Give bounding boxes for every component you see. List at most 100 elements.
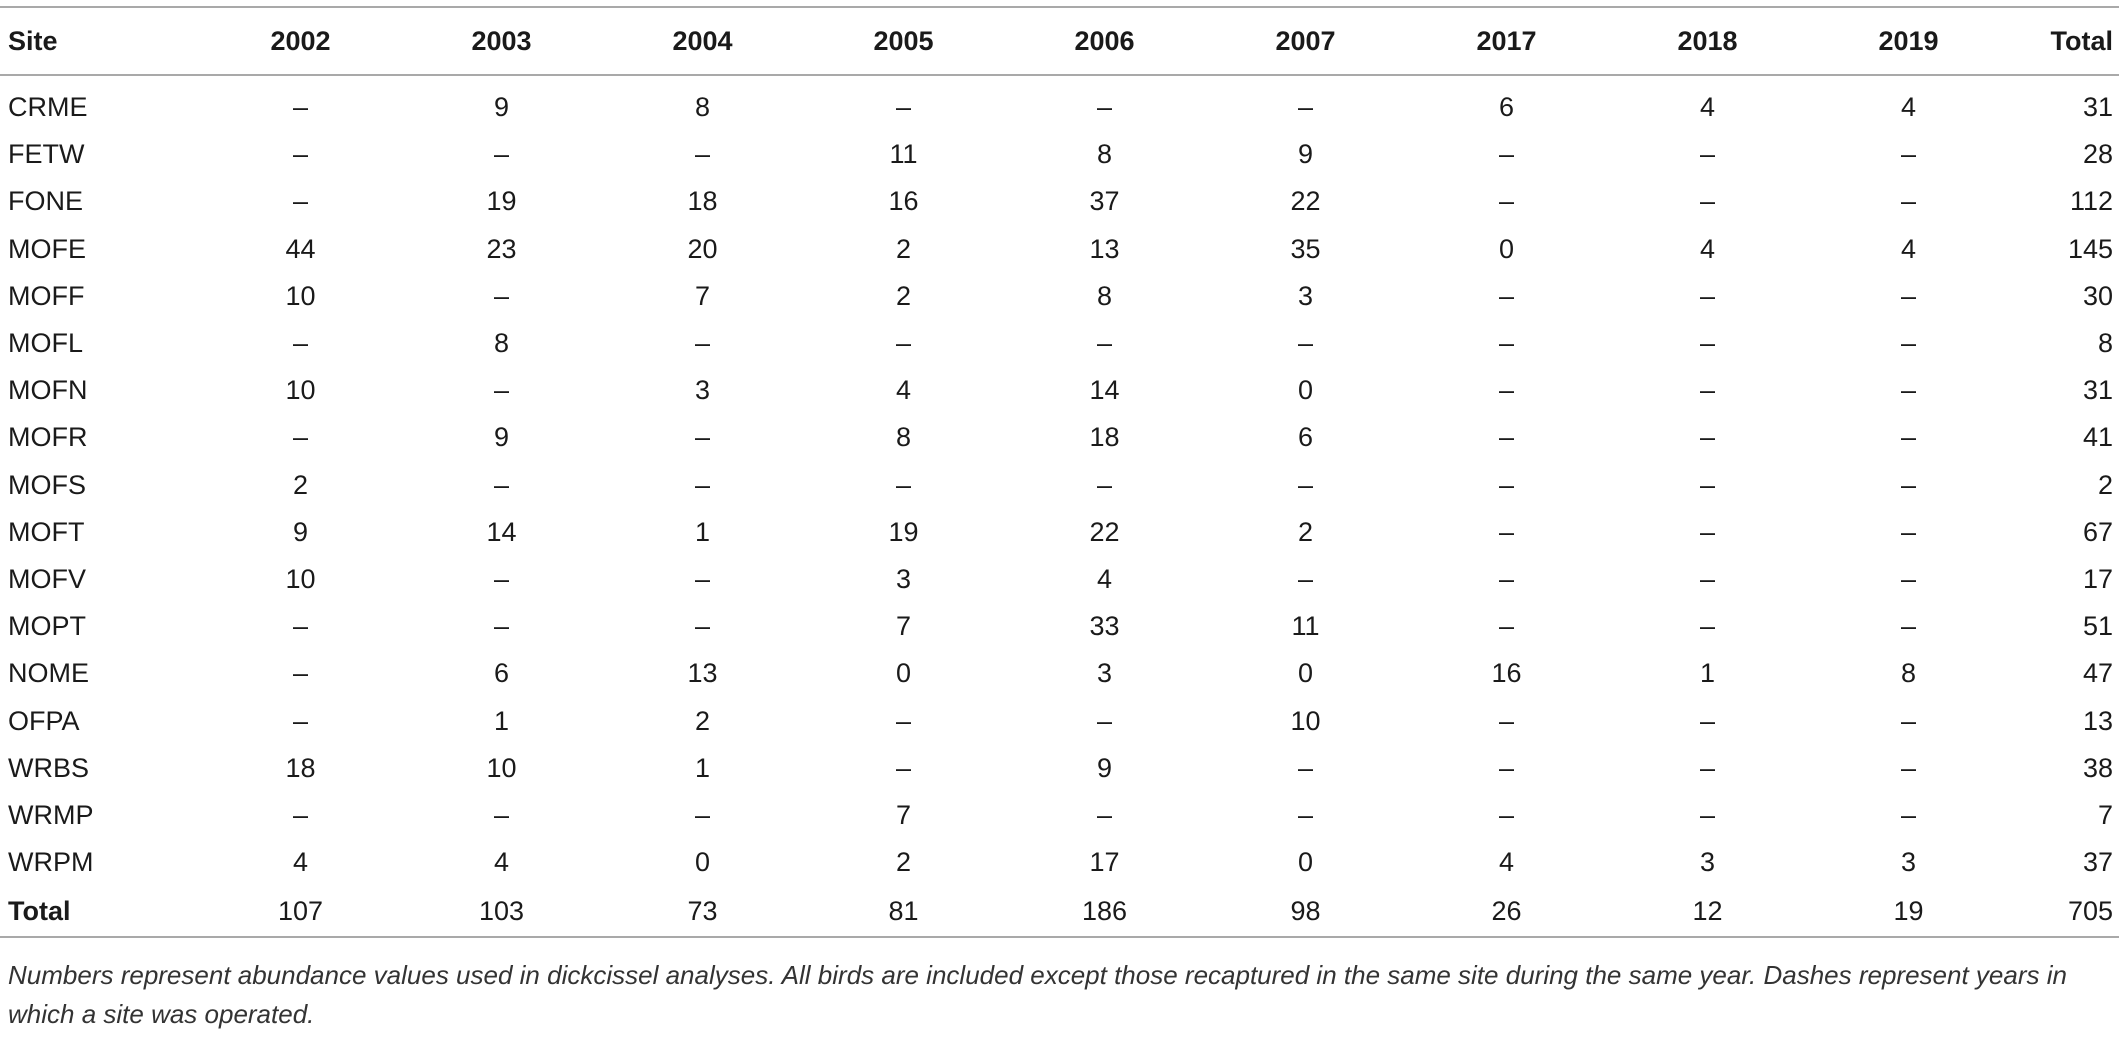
year-total-cell: 107 <box>200 886 401 939</box>
total-cell: 37 <box>2082 847 2113 878</box>
count-cell: – <box>895 92 912 123</box>
count-cell: 4 <box>1498 847 1515 878</box>
count-cell: – <box>1699 799 1716 830</box>
count-cell: – <box>694 563 711 594</box>
year-total-cell: 73 <box>602 886 803 939</box>
count-cell: – <box>292 611 309 642</box>
count-cell: 10 <box>285 280 316 311</box>
count-cell: – <box>1699 375 1716 406</box>
count-cell: 20 <box>687 233 718 264</box>
totals-row: Total 107 103 73 81 186 98 26 12 19 705 <box>0 886 2119 939</box>
count-cell: – <box>1900 469 1917 500</box>
count-cell: – <box>493 799 510 830</box>
count-cell: 16 <box>888 186 919 217</box>
count-cell: 7 <box>895 799 912 830</box>
count-cell: 3 <box>895 563 912 594</box>
site-cell: MOFL <box>8 328 84 359</box>
table-row: MOFL – 8 – – – – – – – 8 <box>0 320 2119 367</box>
count-cell: 2 <box>895 233 912 264</box>
site-cell: CRME <box>8 92 88 123</box>
count-cell: – <box>1297 563 1314 594</box>
count-cell: – <box>1699 563 1716 594</box>
count-cell: 4 <box>1900 233 1917 264</box>
count-cell: 19 <box>888 516 919 547</box>
total-cell: 67 <box>2082 516 2113 547</box>
count-cell: 4 <box>493 847 510 878</box>
table-row: WRMP – – – 7 – – – – – 7 <box>0 792 2119 839</box>
table-row: MOFS 2 – – – – – – – – 2 <box>0 462 2119 509</box>
count-cell: – <box>895 705 912 736</box>
count-cell: – <box>1699 186 1716 217</box>
site-cell: OFPA <box>8 705 80 736</box>
count-cell: – <box>1699 516 1716 547</box>
count-cell: 8 <box>895 422 912 453</box>
count-cell: – <box>1297 752 1314 783</box>
table-row: MOFV 10 – – 3 4 – – – – 17 <box>0 556 2119 603</box>
count-cell: 4 <box>1699 92 1716 123</box>
count-cell: 2 <box>292 469 309 500</box>
count-cell: – <box>1498 280 1515 311</box>
count-cell: – <box>292 422 309 453</box>
count-cell: 2 <box>1297 516 1314 547</box>
count-cell: – <box>1900 611 1917 642</box>
count-cell: – <box>1498 752 1515 783</box>
count-cell: – <box>292 186 309 217</box>
table-row: FONE – 19 18 16 37 22 – – – 112 <box>0 178 2119 225</box>
count-cell: – <box>493 139 510 170</box>
count-cell: – <box>292 658 309 689</box>
count-cell: 1 <box>1699 658 1716 689</box>
count-cell: 8 <box>493 328 510 359</box>
count-cell: 16 <box>1491 658 1522 689</box>
count-cell: 10 <box>285 563 316 594</box>
count-cell: – <box>1699 280 1716 311</box>
table-row: MOPT – – – 7 33 11 – – – 51 <box>0 603 2119 650</box>
site-cell: MOFE <box>8 233 86 264</box>
count-cell: 11 <box>1291 611 1320 642</box>
count-cell: – <box>292 139 309 170</box>
count-cell: 6 <box>493 658 510 689</box>
count-cell: 11 <box>889 139 918 170</box>
year-total-cell: 103 <box>401 886 602 939</box>
count-cell: – <box>895 328 912 359</box>
count-cell: – <box>493 563 510 594</box>
count-cell: 7 <box>895 611 912 642</box>
count-cell: – <box>1900 186 1917 217</box>
table-body: CRME –9 8– – –6 4 4 31 FETW – – –11 8 9– – –28 FONE –19 18… <box>0 75 2119 939</box>
count-cell: 9 <box>292 516 309 547</box>
count-cell: 4 <box>1699 233 1716 264</box>
column-header-year: 2019 <box>1808 6 2009 76</box>
table-footnote: Numbers represent abundance values used … <box>8 960 2067 1029</box>
column-header-total: Total <box>2009 6 2119 76</box>
count-cell: 2 <box>895 280 912 311</box>
column-header-site: Site <box>0 6 200 76</box>
table-row: NOME – 6 13 0 3 0 16 1 8 47 <box>0 650 2119 697</box>
column-header-year: 2006 <box>1004 6 1205 76</box>
count-cell: 10 <box>285 375 316 406</box>
count-cell: – <box>1096 705 1113 736</box>
count-cell: 35 <box>1290 233 1321 264</box>
site-cell: MOFV <box>8 563 86 594</box>
grand-total-cell: 705 <box>2009 886 2119 939</box>
count-cell: 10 <box>486 752 517 783</box>
count-cell: – <box>1900 375 1917 406</box>
table-row: WRBS 18 10 1 – 9 – – – – 38 <box>0 745 2119 792</box>
total-cell: 30 <box>2082 280 2113 311</box>
count-cell: 19 <box>486 186 517 217</box>
count-cell: 2 <box>694 705 711 736</box>
count-cell: 9 <box>1096 752 1113 783</box>
count-cell: 4 <box>895 375 912 406</box>
count-cell: 9 <box>493 422 510 453</box>
column-header-year: 2002 <box>200 6 401 76</box>
count-cell: 18 <box>285 752 316 783</box>
site-cell: MOFT <box>8 516 85 547</box>
site-cell: NOME <box>8 658 89 689</box>
count-cell: – <box>1900 280 1917 311</box>
count-cell: 3 <box>1297 280 1314 311</box>
count-cell: 10 <box>1290 705 1321 736</box>
total-cell: 38 <box>2082 752 2113 783</box>
count-cell: 22 <box>1290 186 1321 217</box>
count-cell: – <box>1498 563 1515 594</box>
count-cell: – <box>1900 139 1917 170</box>
count-cell: 3 <box>1096 658 1113 689</box>
